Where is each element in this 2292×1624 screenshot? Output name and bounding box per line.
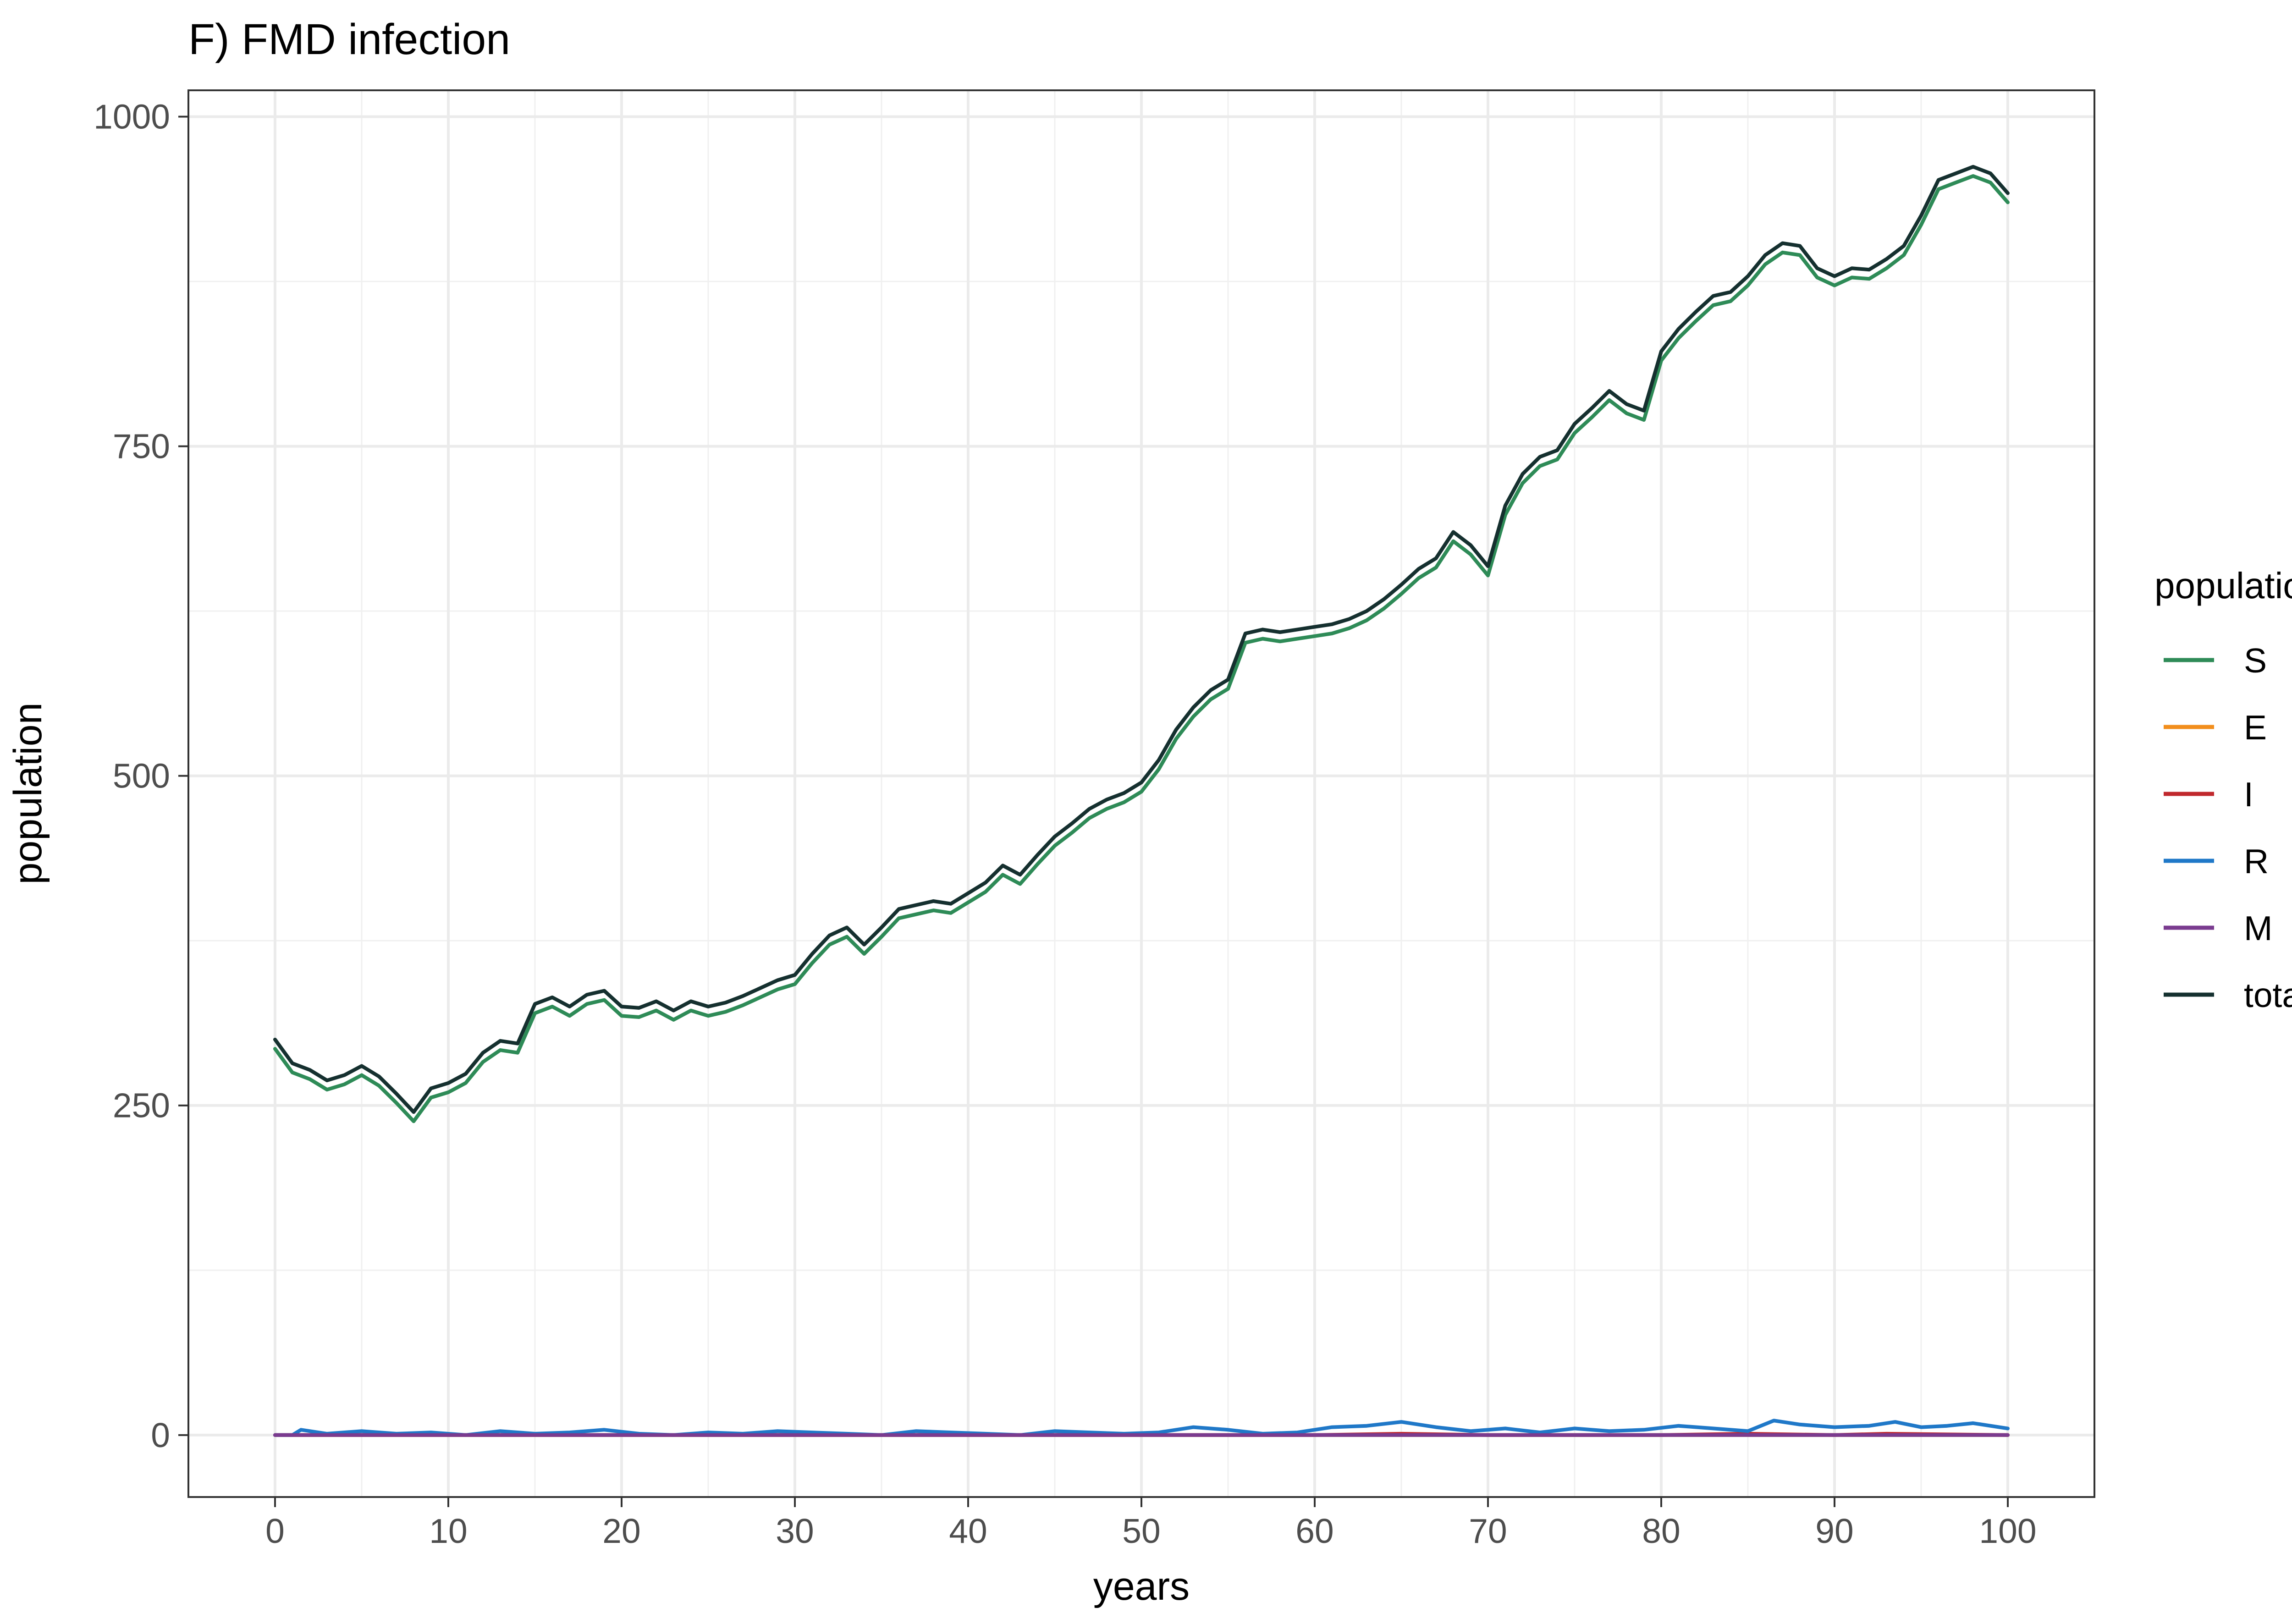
x-tick-label: 50: [1122, 1512, 1160, 1550]
y-tick-label: 500: [113, 757, 170, 795]
y-tick-label: 750: [113, 427, 170, 466]
legend-title: population: [2154, 565, 2292, 606]
legend-label-total: total: [2244, 976, 2292, 1014]
series-layer: [273, 165, 2010, 1437]
y-axis-title: population: [6, 703, 50, 885]
x-tick-label: 100: [1979, 1512, 2036, 1550]
legend-label-S: S: [2244, 641, 2267, 680]
series-line-total: [273, 165, 2010, 1114]
chart-title: F) FMD infection: [188, 15, 510, 64]
x-axis: 0 10 20 30 40 50 60 70 80 90 100: [265, 1497, 2037, 1550]
legend-label-M: M: [2244, 909, 2272, 947]
x-tick-label: 10: [429, 1512, 467, 1550]
y-tick-label: 250: [113, 1086, 170, 1125]
x-tick-label: 20: [602, 1512, 640, 1550]
series-line-S: [273, 174, 2010, 1123]
x-axis-title: years: [1093, 1564, 1190, 1608]
legend-label-I: I: [2244, 775, 2253, 814]
legend-items: SEIRMtotal: [2164, 641, 2292, 1014]
y-tick-label: 0: [151, 1416, 170, 1454]
x-tick-label: 80: [1642, 1512, 1680, 1550]
x-tick-label: 90: [1815, 1512, 1853, 1550]
major-gridlines: [188, 90, 2094, 1497]
legend-label-E: E: [2244, 708, 2267, 747]
x-tick-label: 0: [265, 1512, 285, 1550]
x-tick-label: 30: [776, 1512, 814, 1550]
legend: population SEIRMtotal: [2154, 565, 2292, 1014]
legend-label-R: R: [2244, 842, 2269, 881]
x-tick-label: 60: [1295, 1512, 1333, 1550]
x-tick-label: 40: [949, 1512, 987, 1550]
x-tick-label: 70: [1469, 1512, 1507, 1550]
y-axis: 0 250 500 750 1000: [94, 98, 188, 1454]
y-tick-label: 1000: [94, 98, 170, 136]
